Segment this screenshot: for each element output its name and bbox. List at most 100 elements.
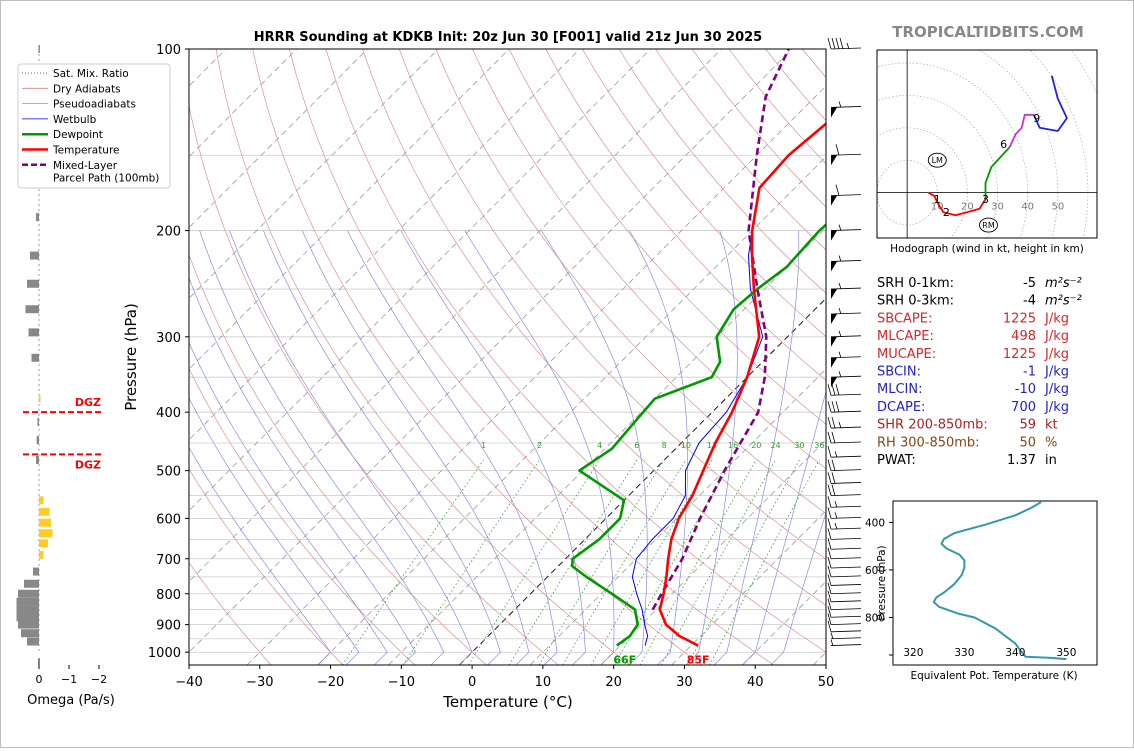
- wind-barb: [827, 556, 862, 569]
- barb-staff: [830, 623, 862, 626]
- barb-flag: [831, 431, 836, 444]
- wind-barb: [830, 351, 862, 368]
- y-tick-label: 800: [156, 588, 181, 603]
- barb-flag: [827, 401, 832, 413]
- mixing-ratio-line: [614, 459, 734, 665]
- legend-box: [17, 63, 171, 189]
- omega-bar: [36, 213, 39, 222]
- ept-y-tick-label: 600: [865, 565, 885, 577]
- barb-flag: [827, 384, 832, 396]
- hodograph-height-label: 9: [1033, 112, 1040, 125]
- x-tick-label: 20: [605, 675, 622, 690]
- index-label: MUCAPE:: [877, 347, 936, 362]
- indices-table: SRH 0-1km: -5 m²s⁻² SRH 0-3km: -4 m²s⁻² SBCAPE…: [877, 276, 1082, 468]
- dewpoint-profile: [571, 223, 826, 647]
- legend-label: Sat. Mix. Ratio: [53, 68, 129, 80]
- barb-flag: [827, 459, 832, 471]
- hodograph-height-label: 3: [982, 193, 989, 206]
- index-value: -4: [1023, 294, 1036, 309]
- barb-staff: [830, 592, 862, 595]
- omega-bar: [39, 551, 44, 560]
- wind-barb: [827, 547, 862, 560]
- barb-half-flag: [838, 371, 842, 378]
- moist-adiabat: [713, 230, 800, 665]
- index-label: SRH 0-1km:: [877, 276, 954, 291]
- wind-barb: [830, 330, 862, 347]
- barb-staff: [830, 469, 862, 472]
- index-value: -5: [1023, 276, 1036, 291]
- legend-label: Temperature: [52, 145, 120, 157]
- barb-flag: [827, 517, 832, 530]
- barb-staff: [830, 637, 862, 640]
- index-label: MLCIN:: [877, 382, 922, 397]
- index-unit: J/kg: [1044, 347, 1069, 362]
- barb-flag: [839, 37, 844, 50]
- moist-adiabat: [541, 230, 648, 665]
- ept-xlabel: Equivalent Pot. Temperature (K): [910, 670, 1077, 682]
- barb-staff: [830, 537, 862, 540]
- barb-half-flag: [838, 307, 842, 315]
- hodograph-trace: [1032, 75, 1068, 132]
- barb-flag: [827, 507, 832, 519]
- wind-barb: [830, 144, 862, 166]
- omega-bar: [39, 496, 44, 505]
- barb-staff: [830, 312, 862, 315]
- barb-staff: [830, 615, 862, 618]
- moist-adiabat: [199, 230, 445, 665]
- chart-title: HRRR Sounding at KDKB Init: 20z Jun 30 […: [254, 30, 762, 45]
- mixing-ratio-label: 10: [681, 441, 691, 450]
- wind-barb: [827, 574, 862, 586]
- ept-frame: [892, 500, 1098, 666]
- index-label: DCAPE:: [877, 400, 925, 415]
- barb-flag: [827, 582, 832, 594]
- barb-flag: [827, 620, 832, 632]
- storm-motion-marker: [979, 217, 998, 233]
- barb-flag: [835, 184, 840, 196]
- omega-tick-label: −2: [91, 673, 107, 686]
- index-label: SBCAPE:: [877, 311, 932, 326]
- barb-flag: [831, 401, 836, 413]
- ept-x-tick-label: 320: [903, 647, 923, 659]
- barb-flag: [827, 416, 832, 429]
- omega-bar: [37, 417, 39, 426]
- index-unit: in: [1045, 453, 1057, 468]
- isotherm-line: [189, 49, 651, 512]
- omega-bar: [39, 529, 53, 538]
- dry-adiabat: [582, 49, 826, 338]
- omega-bar: [28, 328, 39, 337]
- wind-barb: [827, 37, 862, 50]
- moist-adiabat: [685, 230, 738, 665]
- index-unit: kt: [1045, 418, 1058, 433]
- barb-flag: [827, 574, 832, 586]
- index-unit: m²s⁻²: [1045, 294, 1082, 309]
- wind-barb: [830, 371, 862, 388]
- wind-barb: [827, 496, 862, 508]
- moist-adiabat: [347, 230, 558, 665]
- storm-motion-marker: [927, 152, 947, 168]
- barb-flag: [827, 565, 832, 577]
- barb-half-flag: [846, 42, 850, 50]
- y-tick-label: 100: [156, 43, 181, 58]
- wind-barb: [827, 613, 862, 626]
- moist-adiabat: [400, 230, 586, 665]
- wind-barb: [827, 416, 862, 429]
- y-tick-label: 200: [156, 225, 181, 240]
- isotherm-line: [189, 49, 298, 158]
- wind-barb: [827, 528, 862, 540]
- barb-staff: [830, 608, 862, 611]
- barb-pennant: [831, 336, 837, 347]
- barb-staff: [830, 194, 862, 197]
- hodograph-trace: [984, 146, 1011, 200]
- mixing-ratio-line: [508, 459, 638, 665]
- index-label: RH 300-850mb:: [877, 435, 980, 450]
- barb-flag: [835, 144, 840, 156]
- omega-bar: [16, 605, 39, 614]
- barb-flag: [835, 37, 840, 50]
- mixing-ratio-line: [468, 459, 601, 665]
- skewt-axes: 85F66F1002003004005006007008009001000−40…: [148, 43, 834, 690]
- wind-barb: [827, 606, 862, 618]
- wind-barb: [827, 459, 862, 472]
- barb-flag: [831, 37, 836, 50]
- legend: Sat. Mix. Ratio Dry Adiabats Pseudoadiabat…: [17, 63, 171, 189]
- mixing-ratio-label: 1: [481, 441, 486, 450]
